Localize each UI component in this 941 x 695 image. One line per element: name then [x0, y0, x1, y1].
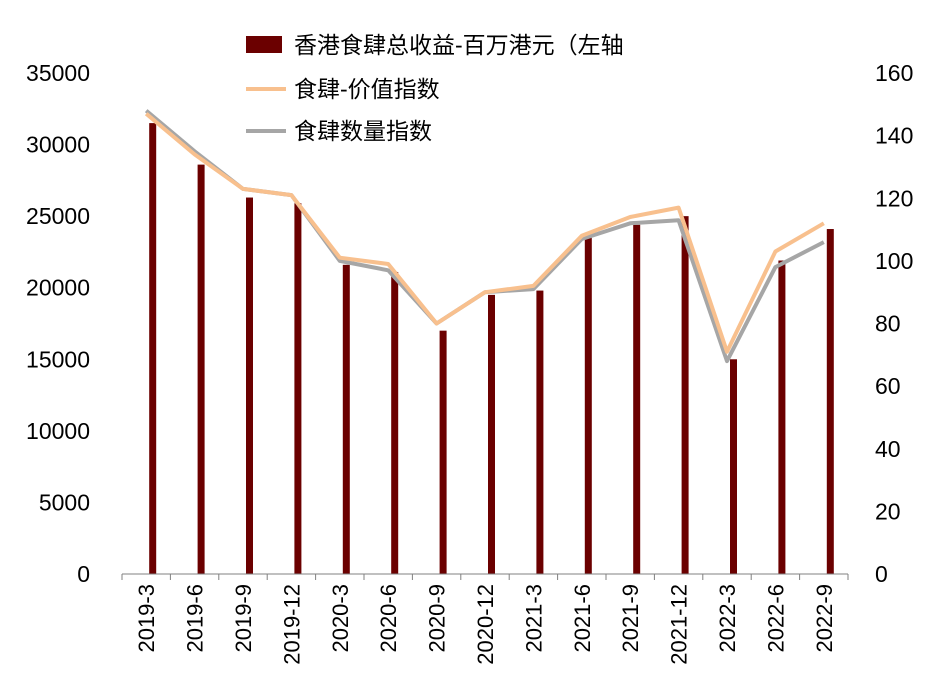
- x-tick-label: 2022-6: [763, 584, 788, 653]
- right-tick-label: 140: [875, 123, 913, 149]
- legend-item-revenue: 香港食肆总收益-百万港元（左轴: [246, 32, 624, 58]
- legend-label-revenue: 香港食肆总收益-百万港元（左轴: [294, 32, 624, 58]
- right-tick-label: 40: [875, 436, 901, 462]
- legend-swatch-revenue: [246, 36, 282, 53]
- x-axis: [121, 573, 849, 580]
- legend-label-count-index: 食肆数量指数: [294, 118, 432, 144]
- x-tick-label: 2019-3: [134, 584, 159, 653]
- revenue-bar: [584, 236, 592, 574]
- left-tick-label: 35000: [26, 60, 90, 86]
- left-tick-label: 20000: [26, 275, 90, 301]
- revenue-bar: [730, 359, 737, 574]
- x-tick-label: 2021-9: [618, 584, 643, 653]
- legend: 香港食肆总收益-百万港元（左轴 食肆-价值指数 食肆数量指数: [246, 32, 624, 144]
- revenue-bar: [778, 260, 786, 574]
- right-tick-label: 120: [875, 185, 913, 211]
- right-tick-label: 60: [875, 373, 901, 399]
- left-tick-label: 15000: [26, 346, 90, 372]
- x-tick-label: 2019-12: [279, 584, 304, 665]
- right-axis-tick-labels: 0 20 40 60 80 100 120 140 160: [875, 60, 913, 587]
- left-tick-label: 25000: [26, 203, 90, 229]
- x-tick-label: 2021-3: [521, 584, 546, 653]
- legend-item-count-index: 食肆数量指数: [246, 118, 432, 144]
- left-tick-label: 30000: [26, 132, 90, 158]
- left-tick-label: 5000: [39, 489, 90, 515]
- value-index-line: [144, 112, 825, 354]
- x-tick-label: 2021-6: [570, 584, 595, 653]
- right-tick-label: 0: [875, 561, 888, 587]
- x-tick-label: 2021-12: [667, 584, 692, 665]
- right-tick-label: 80: [875, 311, 901, 337]
- left-tick-label: 10000: [26, 418, 90, 444]
- revenue-bar: [536, 290, 544, 574]
- x-tick-label: 2020-6: [376, 584, 401, 653]
- revenue-bar: [294, 203, 302, 574]
- x-tick-label: 2022-9: [812, 584, 837, 653]
- legend-item-value-index: 食肆-价值指数: [246, 76, 440, 102]
- revenue-bar: [342, 264, 350, 574]
- revenue-bar: [681, 216, 689, 574]
- revenue-bar: [439, 330, 447, 574]
- legend-label-value-index: 食肆-价值指数: [294, 76, 440, 102]
- revenue-bar: [149, 123, 157, 574]
- right-tick-label: 160: [875, 60, 913, 86]
- left-tick-label: 0: [77, 561, 90, 587]
- line-series: [144, 109, 825, 364]
- revenue-bar: [197, 164, 205, 574]
- revenue-bar: [246, 197, 253, 574]
- left-axis-tick-labels: 0 5000 10000 15000 20000 25000 30000 35000: [26, 60, 90, 587]
- x-tick-label: 2019-9: [231, 584, 256, 653]
- revenue-bar: [391, 271, 399, 574]
- right-tick-label: 20: [875, 498, 901, 524]
- revenue-bar: [488, 294, 495, 574]
- x-tick-label: 2019-6: [183, 584, 208, 653]
- x-tick-label: 2022-3: [715, 584, 740, 653]
- revenue-bar: [633, 224, 641, 574]
- x-axis-tick-labels: 2019-3 2019-6 2019-9 2019-12 2020-3 2020-6 202…: [134, 584, 837, 665]
- x-tick-label: 2020-12: [473, 584, 498, 665]
- bar-series: [149, 123, 834, 575]
- right-tick-label: 100: [875, 248, 913, 274]
- revenue-bar: [826, 229, 834, 575]
- x-tick-label: 2020-3: [328, 584, 353, 653]
- x-tick-label: 2020-9: [425, 584, 450, 653]
